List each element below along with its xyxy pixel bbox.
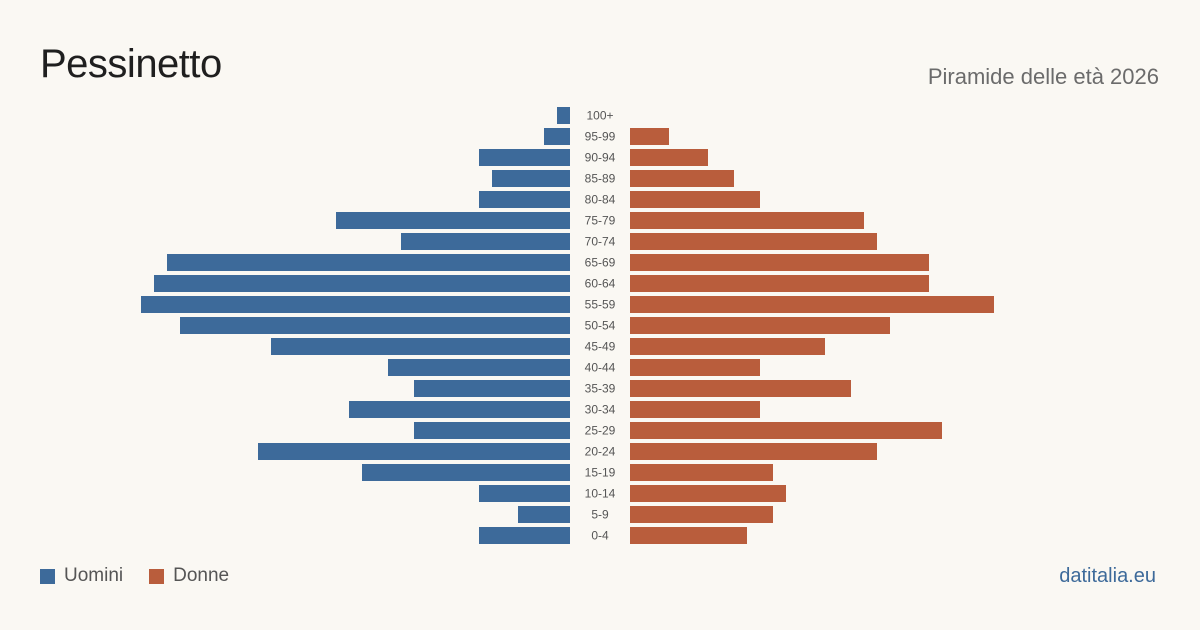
bar-men-90-94 bbox=[479, 149, 570, 166]
bar-women-70-74 bbox=[630, 233, 877, 250]
legend-swatch-men bbox=[40, 568, 55, 584]
bar-men-55-59 bbox=[141, 296, 570, 313]
bar-men-30-34 bbox=[349, 401, 570, 418]
age-label-80-84: 80-84 bbox=[585, 193, 616, 207]
bar-men-100+ bbox=[557, 107, 570, 124]
bar-men-75-79 bbox=[336, 212, 570, 229]
bar-men-5-9 bbox=[518, 506, 570, 523]
bar-men-15-19 bbox=[362, 464, 570, 481]
legend-item-men: Uomini bbox=[40, 565, 123, 587]
age-label-40-44: 40-44 bbox=[585, 361, 616, 375]
age-label-90-94: 90-94 bbox=[585, 151, 616, 165]
age-label-45-49: 45-49 bbox=[585, 340, 616, 354]
bar-women-60-64 bbox=[630, 275, 929, 292]
bar-men-50-54 bbox=[180, 317, 570, 334]
bar-men-45-49 bbox=[271, 338, 570, 355]
age-label-0-4: 0-4 bbox=[591, 529, 609, 543]
legend: Uomini Donne bbox=[40, 565, 255, 587]
chart-subtitle: Piramide delle età 2026 bbox=[927, 64, 1159, 89]
age-label-20-24: 20-24 bbox=[585, 445, 616, 459]
bar-men-25-29 bbox=[414, 422, 570, 439]
bar-men-65-69 bbox=[167, 254, 570, 271]
age-label-5-9: 5-9 bbox=[591, 508, 609, 522]
bar-men-95-99 bbox=[544, 128, 570, 145]
age-label-25-29: 25-29 bbox=[585, 424, 616, 438]
bar-women-50-54 bbox=[630, 317, 890, 334]
bar-men-0-4 bbox=[479, 527, 570, 544]
age-label-75-79: 75-79 bbox=[585, 214, 616, 228]
bar-men-80-84 bbox=[479, 191, 570, 208]
bar-men-10-14 bbox=[479, 485, 570, 502]
bar-women-90-94 bbox=[630, 149, 708, 166]
bar-women-25-29 bbox=[630, 422, 942, 439]
legend-item-women: Donne bbox=[149, 565, 229, 587]
legend-swatch-women bbox=[149, 568, 165, 584]
bar-men-70-74 bbox=[401, 233, 570, 250]
brand-link[interactable]: datitalia.eu bbox=[1059, 565, 1156, 587]
bar-women-75-79 bbox=[630, 212, 864, 229]
bar-women-45-49 bbox=[630, 338, 825, 355]
bar-women-0-4 bbox=[630, 527, 747, 544]
age-label-35-39: 35-39 bbox=[585, 382, 616, 396]
bar-women-65-69 bbox=[630, 254, 929, 271]
bar-women-35-39 bbox=[630, 380, 851, 397]
age-label-50-54: 50-54 bbox=[585, 319, 616, 333]
age-label-95-99: 95-99 bbox=[585, 130, 616, 144]
bar-women-10-14 bbox=[630, 485, 786, 502]
bar-men-60-64 bbox=[154, 275, 570, 292]
bar-men-20-24 bbox=[258, 443, 570, 460]
age-label-15-19: 15-19 bbox=[585, 466, 616, 480]
age-label-30-34: 30-34 bbox=[585, 403, 616, 417]
age-label-55-59: 55-59 bbox=[585, 298, 616, 312]
bar-women-15-19 bbox=[630, 464, 773, 481]
age-label-10-14: 10-14 bbox=[585, 487, 616, 501]
bar-men-35-39 bbox=[414, 380, 570, 397]
age-label-70-74: 70-74 bbox=[585, 235, 616, 249]
chart-title: Pessinetto bbox=[40, 42, 222, 86]
legend-label-men: Uomini bbox=[64, 565, 124, 586]
bar-women-20-24 bbox=[630, 443, 877, 460]
bar-women-55-59 bbox=[630, 296, 994, 313]
bar-women-95-99 bbox=[630, 128, 669, 145]
bar-women-40-44 bbox=[630, 359, 760, 376]
bar-women-85-89 bbox=[630, 170, 734, 187]
bar-women-80-84 bbox=[630, 191, 760, 208]
bar-women-30-34 bbox=[630, 401, 760, 418]
age-label-60-64: 60-64 bbox=[585, 277, 616, 291]
age-label-100+: 100+ bbox=[586, 109, 613, 123]
legend-label-women: Donne bbox=[173, 565, 230, 586]
age-label-85-89: 85-89 bbox=[585, 172, 616, 186]
bar-men-40-44 bbox=[388, 359, 570, 376]
bar-men-85-89 bbox=[492, 170, 570, 187]
age-label-65-69: 65-69 bbox=[585, 256, 616, 270]
bar-women-5-9 bbox=[630, 506, 773, 523]
